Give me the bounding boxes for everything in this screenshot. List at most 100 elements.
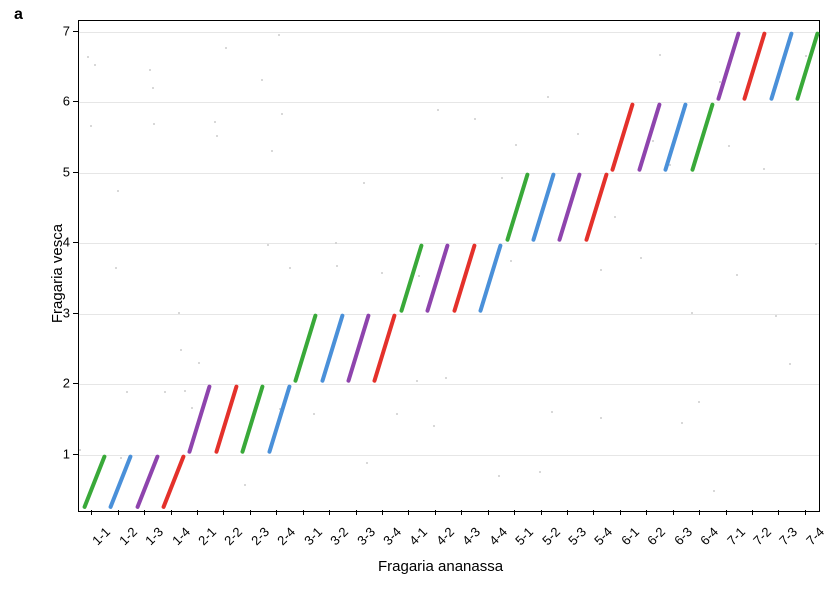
synteny-segment bbox=[610, 101, 635, 171]
synteny-segment bbox=[769, 31, 794, 101]
background-noise-dot bbox=[117, 190, 119, 192]
x-tick-mark bbox=[488, 510, 489, 515]
background-noise-dot bbox=[289, 267, 291, 269]
synteny-segment bbox=[187, 384, 212, 454]
x-tick-label: 5-3 bbox=[565, 524, 589, 548]
background-noise-dot bbox=[396, 413, 398, 415]
synteny-segment bbox=[425, 242, 450, 312]
synteny-segment bbox=[584, 172, 609, 242]
background-noise-dot bbox=[640, 257, 642, 259]
y-tick-label: 5 bbox=[30, 164, 70, 179]
x-tick-label: 3-1 bbox=[301, 524, 325, 548]
synteny-segment bbox=[716, 31, 741, 101]
synteny-segment bbox=[742, 31, 767, 101]
x-tick-mark bbox=[514, 510, 515, 515]
synteny-segment bbox=[663, 101, 688, 171]
background-noise-dot bbox=[728, 145, 730, 147]
background-noise-dot bbox=[153, 123, 155, 125]
y-gridline bbox=[79, 314, 819, 315]
synteny-scatter-plot bbox=[78, 20, 820, 512]
background-noise-dot bbox=[152, 87, 154, 89]
panel-label: a bbox=[14, 6, 23, 24]
x-tick-mark bbox=[435, 510, 436, 515]
x-tick-mark bbox=[382, 510, 383, 515]
y-tick-label: 4 bbox=[30, 235, 70, 250]
background-noise-dot bbox=[214, 121, 216, 123]
synteny-segment bbox=[557, 172, 582, 242]
x-tick-label: 6-2 bbox=[644, 524, 668, 548]
x-tick-mark bbox=[673, 510, 674, 515]
background-noise-dot bbox=[184, 390, 186, 392]
background-noise-dot bbox=[416, 380, 418, 382]
x-tick-label: 7-2 bbox=[750, 524, 774, 548]
y-tick-mark bbox=[73, 454, 78, 455]
y-tick-label: 1 bbox=[30, 446, 70, 461]
x-tick-label: 6-4 bbox=[697, 524, 721, 548]
x-tick-label: 1-3 bbox=[142, 524, 166, 548]
background-noise-dot bbox=[789, 363, 791, 365]
synteny-segment bbox=[82, 454, 107, 509]
x-tick-mark bbox=[620, 510, 621, 515]
y-gridline bbox=[79, 173, 819, 174]
x-tick-label: 3-2 bbox=[327, 524, 351, 548]
x-axis-label: Fragaria ananassa bbox=[378, 558, 503, 575]
x-tick-mark bbox=[276, 510, 277, 515]
background-noise-dot bbox=[510, 260, 512, 262]
background-noise-dot bbox=[775, 315, 777, 317]
background-noise-dot bbox=[90, 125, 92, 127]
background-noise-dot bbox=[336, 265, 338, 267]
x-tick-label: 1-2 bbox=[116, 524, 140, 548]
background-noise-dot bbox=[763, 168, 765, 170]
synteny-segment bbox=[108, 454, 133, 509]
x-tick-label: 7-3 bbox=[777, 524, 801, 548]
x-tick-mark bbox=[250, 510, 251, 515]
background-noise-dot bbox=[126, 391, 128, 393]
synteny-segment bbox=[452, 242, 477, 312]
x-tick-label: 7-1 bbox=[724, 524, 748, 548]
background-noise-dot bbox=[267, 244, 269, 246]
x-tick-label: 2-1 bbox=[195, 524, 219, 548]
background-noise-dot bbox=[498, 475, 500, 477]
y-tick-mark bbox=[73, 242, 78, 243]
x-tick-mark bbox=[118, 510, 119, 515]
x-tick-label: 5-1 bbox=[512, 524, 536, 548]
background-noise-dot bbox=[815, 243, 817, 245]
synteny-segment bbox=[372, 313, 397, 383]
background-noise-dot bbox=[805, 55, 807, 57]
x-tick-mark bbox=[171, 510, 172, 515]
x-tick-label: 7-4 bbox=[803, 524, 827, 548]
x-tick-label: 2-4 bbox=[274, 524, 298, 548]
y-tick-mark bbox=[73, 101, 78, 102]
x-tick-mark bbox=[593, 510, 594, 515]
background-noise-dot bbox=[474, 118, 476, 120]
y-tick-label: 7 bbox=[30, 23, 70, 38]
synteny-segment bbox=[505, 172, 530, 242]
background-noise-dot bbox=[278, 34, 280, 36]
x-tick-label: 6-1 bbox=[618, 524, 642, 548]
x-tick-mark bbox=[303, 510, 304, 515]
background-noise-dot bbox=[551, 411, 553, 413]
x-tick-mark bbox=[408, 510, 409, 515]
background-noise-dot bbox=[652, 140, 654, 142]
background-noise-dot bbox=[198, 362, 200, 364]
synteny-segment bbox=[690, 101, 715, 171]
y-gridline bbox=[79, 384, 819, 385]
synteny-segment bbox=[293, 313, 318, 383]
background-noise-dot bbox=[698, 401, 700, 403]
background-noise-dot bbox=[115, 267, 117, 269]
synteny-segment bbox=[320, 313, 345, 383]
synteny-segment bbox=[795, 31, 820, 101]
background-noise-dot bbox=[191, 407, 193, 409]
background-noise-dot bbox=[669, 164, 671, 166]
x-tick-mark bbox=[356, 510, 357, 515]
x-tick-label: 3-3 bbox=[354, 524, 378, 548]
x-tick-mark bbox=[805, 510, 806, 515]
background-noise-dot bbox=[164, 391, 166, 393]
x-tick-mark bbox=[223, 510, 224, 515]
synteny-segment bbox=[267, 384, 292, 454]
x-tick-mark bbox=[541, 510, 542, 515]
x-tick-mark bbox=[778, 510, 779, 515]
background-noise-dot bbox=[149, 69, 151, 71]
background-noise-dot bbox=[244, 484, 246, 486]
background-noise-dot bbox=[180, 349, 182, 351]
